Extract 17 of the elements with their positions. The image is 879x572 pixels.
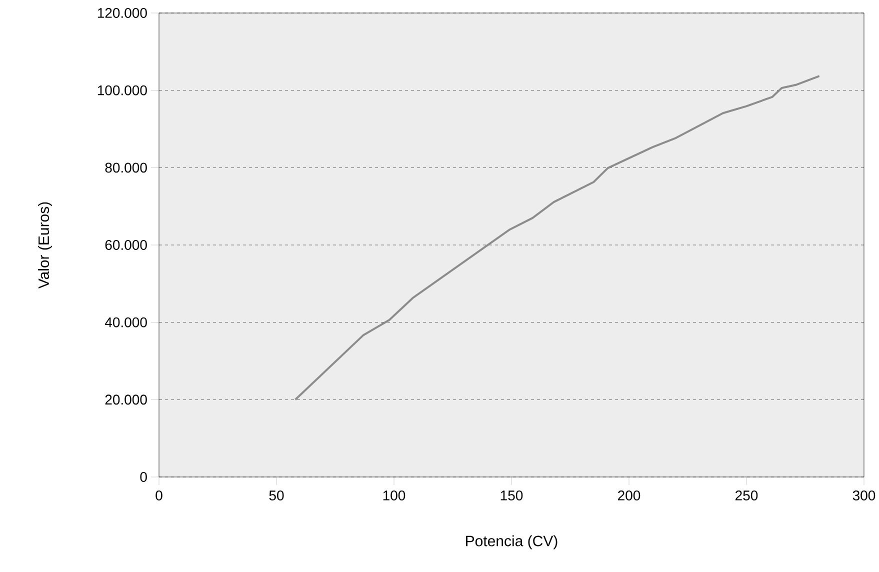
x-tick-label: 50 bbox=[269, 490, 284, 500]
y-tick-label: 120.000 bbox=[98, 8, 147, 18]
x-tick-label: 300 bbox=[852, 490, 876, 500]
x-tick-label: 200 bbox=[618, 490, 640, 500]
x-tick-label: 150 bbox=[500, 490, 523, 500]
line-series bbox=[294, 75, 820, 401]
y-tick-label: 100.000 bbox=[98, 85, 147, 96]
y-tick-label: 80.000 bbox=[105, 162, 147, 173]
x-axis-title: Potencia (CV) bbox=[466, 535, 558, 550]
y-tick-label: 40.000 bbox=[104, 317, 147, 328]
y-tick-label: 60.000 bbox=[105, 240, 147, 250]
y-tick-label: 20.000 bbox=[105, 394, 147, 405]
y-tick-label: 0 bbox=[140, 472, 147, 482]
x-tick-label: 0 bbox=[156, 490, 162, 500]
x-tick-label: 250 bbox=[736, 490, 758, 500]
y-axis-title: Valor (Euros) bbox=[38, 202, 52, 289]
x-tick-label: 100 bbox=[383, 490, 406, 500]
